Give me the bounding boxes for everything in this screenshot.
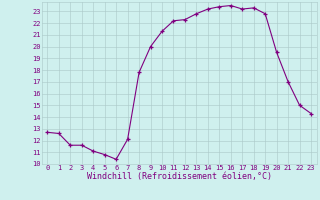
X-axis label: Windchill (Refroidissement éolien,°C): Windchill (Refroidissement éolien,°C) [87,172,272,181]
